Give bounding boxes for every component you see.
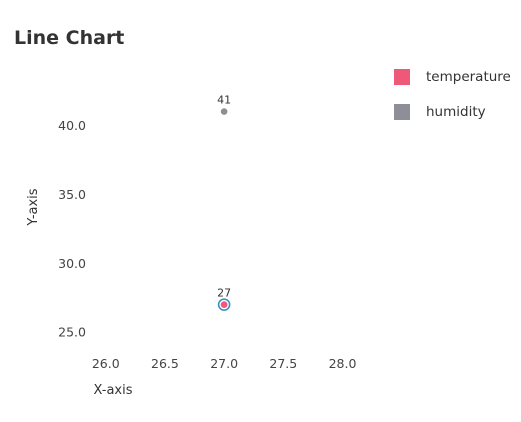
x-tick-label: 28.0 bbox=[329, 356, 357, 371]
x-tick-label: 27.0 bbox=[210, 356, 238, 371]
chart-title: Line Chart bbox=[14, 27, 125, 49]
y-tick-label: 35.0 bbox=[58, 187, 86, 202]
legend: temperature humidity bbox=[394, 67, 511, 137]
data-point-humidity bbox=[220, 108, 228, 115]
y-tick-label: 30.0 bbox=[58, 256, 86, 271]
x-axis-title: X-axis bbox=[94, 383, 133, 398]
x-tick-label: 26.0 bbox=[92, 356, 120, 371]
data-point-temperature bbox=[220, 301, 228, 309]
legend-item-temperature[interactable]: temperature bbox=[394, 67, 511, 87]
x-tick-label: 26.5 bbox=[151, 356, 179, 371]
legend-label-temperature: temperature bbox=[426, 69, 511, 85]
legend-label-humidity: humidity bbox=[426, 104, 486, 120]
y-axis-title: Y-axis bbox=[26, 188, 41, 226]
x-tick-label: 27.5 bbox=[269, 356, 297, 371]
legend-swatch-humidity bbox=[394, 104, 410, 120]
legend-swatch-temperature bbox=[394, 69, 410, 85]
data-label-temperature: 27 bbox=[217, 287, 231, 300]
legend-item-humidity[interactable]: humidity bbox=[394, 102, 511, 122]
data-label-humidity: 41 bbox=[217, 94, 231, 107]
y-tick-label: 25.0 bbox=[58, 325, 86, 340]
y-tick-label: 40.0 bbox=[58, 118, 86, 133]
